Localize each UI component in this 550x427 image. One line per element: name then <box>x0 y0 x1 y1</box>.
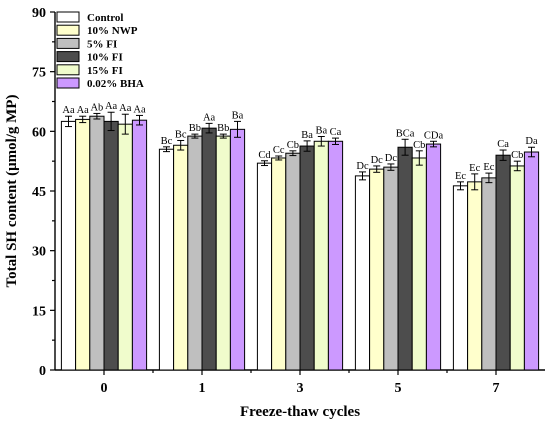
x-tick-label: 3 <box>297 381 304 396</box>
data-label: Aa <box>105 101 118 112</box>
data-label: Ab <box>90 102 103 113</box>
legend-item: 10% FI <box>56 51 123 64</box>
bar <box>158 148 175 371</box>
y-tick-label: 45 <box>32 185 46 200</box>
bar <box>383 166 399 371</box>
data-label: Ca <box>497 139 509 150</box>
data-label: Ec <box>469 163 480 174</box>
data-label: Ec <box>483 162 494 173</box>
data-label: Bc <box>161 136 173 147</box>
legend-swatch <box>56 77 80 89</box>
x-tick-label: 0 <box>101 381 108 396</box>
bar <box>299 145 315 371</box>
legend-label: 10% NWP <box>87 25 138 37</box>
bar <box>89 115 105 371</box>
x-tick-label: 7 <box>493 381 500 396</box>
bar <box>201 127 217 371</box>
data-label: Aa <box>77 105 90 116</box>
bar <box>75 118 91 371</box>
data-label: Ec <box>455 171 466 182</box>
legend-swatch <box>56 11 80 23</box>
legend-label: 0.02% BHA <box>87 78 144 90</box>
bar <box>313 140 329 371</box>
data-label: Da <box>525 136 538 147</box>
bar <box>495 154 511 371</box>
bar <box>117 123 133 371</box>
y-tick-label: 75 <box>32 66 46 81</box>
legend-swatch <box>56 51 80 63</box>
data-label: Dc <box>385 153 398 164</box>
legend-label: Control <box>87 12 123 24</box>
data-label: Bc <box>175 129 187 140</box>
legend-swatch <box>56 37 80 49</box>
bar <box>229 128 246 371</box>
data-label: CDa <box>424 130 444 141</box>
data-label: Bb <box>189 123 201 134</box>
bar <box>397 146 413 371</box>
bar <box>354 175 371 371</box>
legend-item: 15% FI <box>56 64 123 77</box>
y-tick-label: 30 <box>32 245 46 260</box>
data-label: Dc <box>371 155 384 166</box>
y-axis-title: Total SH content (μmol/g MP) <box>4 95 20 288</box>
data-label: Ba <box>301 130 313 141</box>
bar <box>452 185 469 371</box>
legend-label: 5% FI <box>87 38 117 50</box>
data-label: Ba <box>315 126 327 137</box>
data-label: Cb <box>287 140 299 151</box>
data-label: BCa <box>396 128 415 139</box>
legend-label: 10% FI <box>87 52 123 64</box>
bar <box>467 181 483 371</box>
legend-item: 10% NWP <box>56 24 138 37</box>
bar <box>173 144 189 371</box>
legend-swatch <box>56 64 80 76</box>
bar <box>187 135 203 371</box>
x-tick-label: 5 <box>395 381 402 396</box>
legend-swatch <box>56 24 80 36</box>
bar <box>103 120 119 371</box>
data-label: Cc <box>273 145 285 156</box>
bar <box>411 157 427 371</box>
bar <box>425 143 442 371</box>
data-label: Cd <box>258 150 271 161</box>
bar <box>327 140 344 371</box>
data-label: Cb <box>511 150 523 161</box>
bar <box>509 165 525 371</box>
bar <box>256 162 273 371</box>
data-label: Ba <box>232 110 244 121</box>
x-axis-title: Freeze-thaw cycles <box>240 404 360 420</box>
bar <box>369 168 385 371</box>
data-label: Bb <box>217 123 229 134</box>
bar <box>271 157 287 371</box>
data-label: Cb <box>413 140 425 151</box>
data-label: Aa <box>203 112 216 123</box>
bar <box>285 152 301 371</box>
bar <box>131 119 148 371</box>
y-tick-label: 90 <box>32 6 46 21</box>
bar <box>523 151 540 371</box>
data-label: Aa <box>62 105 75 116</box>
legend-item: 0.02% BHA <box>56 77 144 90</box>
y-tick-label: 60 <box>32 125 46 140</box>
legend-item: Control <box>56 11 123 24</box>
y-tick-label: 0 <box>39 364 46 379</box>
legend-item: 5% FI <box>56 37 117 50</box>
data-label: Dc <box>356 161 369 172</box>
data-label: Aa <box>119 103 132 114</box>
data-label: Aa <box>133 104 146 115</box>
legend-label: 15% FI <box>87 65 123 77</box>
data-label: Ca <box>330 127 342 138</box>
bar <box>481 177 497 371</box>
bar <box>60 120 77 371</box>
x-tick-label: 1 <box>199 381 206 396</box>
bar <box>215 135 231 371</box>
y-tick-label: 15 <box>32 304 46 319</box>
